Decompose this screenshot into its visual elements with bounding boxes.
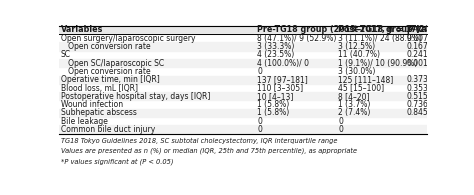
Text: 3 (30.0%): 3 (30.0%): [338, 67, 375, 76]
Text: 4 (100.0%)/ 0: 4 (100.0%)/ 0: [257, 58, 309, 68]
Text: 0.007*: 0.007*: [407, 34, 432, 43]
Text: 1 (9.1%)/ 10 (90.9%): 1 (9.1%)/ 10 (90.9%): [338, 58, 418, 68]
Text: 0: 0: [257, 67, 262, 76]
Text: Common bile duct injury: Common bile duct injury: [61, 125, 155, 134]
Text: 2 (7.4%): 2 (7.4%): [338, 108, 371, 117]
Text: Pre-TG18 group (2013–2017, n = 17): Pre-TG18 group (2013–2017, n = 17): [257, 25, 420, 34]
Text: 0: 0: [338, 125, 343, 134]
Text: 0.353: 0.353: [407, 83, 428, 92]
Text: 0.241: 0.241: [407, 50, 428, 59]
Text: Open SC/laparoscopic SC: Open SC/laparoscopic SC: [61, 58, 164, 68]
Text: Open conversion rate: Open conversion rate: [61, 42, 150, 51]
Text: Post-TG18 group (2018–2020, n = 27): Post-TG18 group (2018–2020, n = 27): [338, 25, 474, 34]
Text: 1 (5.8%): 1 (5.8%): [257, 100, 290, 109]
Text: P-value: P-value: [407, 25, 440, 34]
Text: 45 [15–100]: 45 [15–100]: [338, 83, 384, 92]
Text: Subhepatic abscess: Subhepatic abscess: [61, 108, 137, 117]
Text: Values are presented as n (%) or median (IQR, 25th and 75th percentile), as appr: Values are presented as n (%) or median …: [61, 148, 357, 154]
Text: 110 [3–305]: 110 [3–305]: [257, 83, 303, 92]
Text: Bile leakage: Bile leakage: [61, 117, 108, 126]
Text: TG18 Tokyo Guidelines 2018, SC subtotal cholecystectomy, IQR interquartile range: TG18 Tokyo Guidelines 2018, SC subtotal …: [61, 137, 337, 144]
Bar: [59, 26, 427, 34]
Text: 0.001*: 0.001*: [407, 58, 432, 68]
Bar: [59, 75, 427, 84]
Text: 8 [4–20]: 8 [4–20]: [338, 92, 370, 101]
Bar: [59, 92, 427, 100]
Bar: [59, 59, 427, 67]
Text: Blood loss, mL [IQR]: Blood loss, mL [IQR]: [61, 83, 138, 92]
Text: Open conversion rate: Open conversion rate: [61, 67, 150, 76]
Text: 3 (33.3%): 3 (33.3%): [257, 42, 295, 51]
Text: 0: 0: [257, 125, 262, 134]
Text: 1 (3.7%): 1 (3.7%): [338, 100, 371, 109]
Bar: [59, 109, 427, 117]
Text: Postoperative hospital stay, days [IQR]: Postoperative hospital stay, days [IQR]: [61, 92, 210, 101]
Text: 137 [97–181]: 137 [97–181]: [257, 75, 308, 84]
Text: 0.167: 0.167: [407, 42, 428, 51]
Text: 3 (11.1%)/ 24 (88.9%): 3 (11.1%)/ 24 (88.9%): [338, 34, 422, 43]
Text: 4 (23.5%): 4 (23.5%): [257, 50, 294, 59]
Text: 0.515: 0.515: [407, 92, 428, 101]
Text: 11 (40.7%): 11 (40.7%): [338, 50, 380, 59]
Text: 0: 0: [338, 117, 343, 126]
Text: SC: SC: [61, 50, 71, 59]
Text: 0.736: 0.736: [407, 100, 428, 109]
Text: 0.373: 0.373: [407, 75, 428, 84]
Text: 0: 0: [257, 117, 262, 126]
Text: Operative time, min [IQR]: Operative time, min [IQR]: [61, 75, 159, 84]
Text: 0.845: 0.845: [407, 108, 428, 117]
Text: Variables: Variables: [61, 25, 103, 34]
Text: 3 (12.5%): 3 (12.5%): [338, 42, 375, 51]
Text: 1 (5.8%): 1 (5.8%): [257, 108, 290, 117]
Text: *P values significant at (P < 0.05): *P values significant at (P < 0.05): [61, 158, 173, 165]
Bar: [59, 125, 427, 134]
Text: 10 [4–13]: 10 [4–13]: [257, 92, 293, 101]
Text: Wound infection: Wound infection: [61, 100, 123, 109]
Text: Open surgery/laparoscopic surgery: Open surgery/laparoscopic surgery: [61, 34, 195, 43]
Bar: [59, 42, 427, 51]
Text: 125 [111–148]: 125 [111–148]: [338, 75, 393, 84]
Text: 8 (47.1%)/ 9 (52.9%): 8 (47.1%)/ 9 (52.9%): [257, 34, 337, 43]
